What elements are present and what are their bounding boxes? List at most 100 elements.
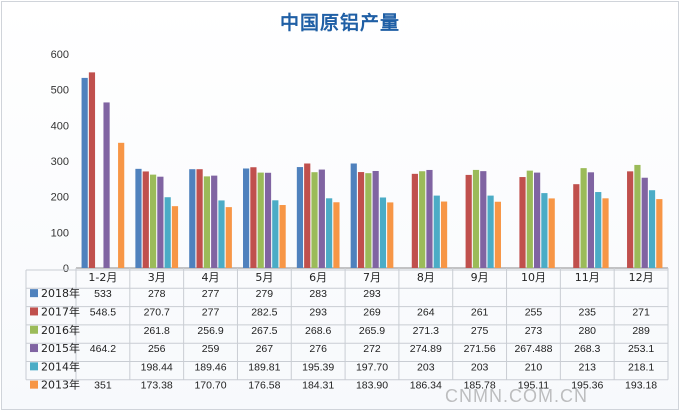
- legend-swatch: [30, 362, 38, 371]
- data-label: 265.9: [359, 325, 385, 337]
- bar: [357, 172, 365, 268]
- data-label: 189.46: [194, 361, 226, 373]
- data-label: 282.5: [251, 306, 277, 318]
- bar: [225, 207, 232, 268]
- bar: [587, 172, 595, 268]
- bar: [157, 176, 164, 268]
- data-label: 203: [471, 361, 489, 373]
- bar: [595, 192, 602, 268]
- bar: [519, 177, 526, 268]
- data-label: 198.44: [141, 361, 173, 373]
- bar: [149, 174, 157, 268]
- bar: [350, 163, 357, 268]
- bar: [648, 190, 656, 268]
- x-category-label: 11月: [575, 271, 600, 284]
- bar: [304, 163, 311, 268]
- data-label: 277: [202, 288, 220, 300]
- data-label: 280: [579, 325, 597, 337]
- bar: [135, 168, 142, 268]
- bar: [318, 169, 325, 268]
- bar: [326, 198, 333, 268]
- x-category-label: 5月: [255, 271, 273, 284]
- legend-entry: 2014年: [41, 359, 80, 373]
- bar: [333, 202, 340, 268]
- y-tick-label: 400: [51, 120, 69, 132]
- bar: [634, 164, 641, 268]
- data-label: 197.70: [356, 361, 388, 373]
- bar: [142, 171, 149, 268]
- data-label: 189.81: [248, 361, 280, 373]
- legend-swatch: [30, 380, 38, 389]
- bar: [103, 102, 110, 268]
- legend-entry: 2013年: [41, 378, 80, 392]
- bar: [433, 195, 440, 268]
- legend-swatch: [30, 344, 38, 353]
- data-label: 464.2: [90, 343, 116, 355]
- data-label: 264: [417, 306, 435, 318]
- data-label: 293: [309, 306, 327, 318]
- data-label: 283: [309, 288, 327, 300]
- data-label: 203: [417, 361, 435, 373]
- bar: [250, 167, 257, 268]
- bar: [118, 142, 125, 268]
- bar: [526, 170, 533, 268]
- data-label: 261.8: [144, 325, 170, 337]
- data-label: 195.39: [302, 361, 334, 373]
- x-category-label: 6月: [309, 271, 327, 284]
- bar: [257, 172, 264, 268]
- legend-entry: 2016年: [41, 323, 80, 337]
- bar: [656, 199, 663, 268]
- bar: [494, 201, 501, 268]
- bar: [480, 171, 487, 268]
- data-label: 268.3: [574, 343, 600, 355]
- data-label: 259: [202, 343, 220, 355]
- data-label: 176.58: [248, 380, 280, 392]
- data-label: 271.3: [413, 325, 439, 337]
- data-label: 210: [525, 361, 543, 373]
- legend-swatch: [30, 325, 38, 334]
- x-category-label: 12月: [629, 271, 654, 284]
- data-label: 273: [525, 325, 543, 337]
- data-label: 275: [471, 325, 489, 337]
- bar: [487, 195, 494, 268]
- data-label: 267.488: [514, 343, 552, 355]
- data-label: 271: [632, 306, 650, 318]
- bar: [272, 200, 279, 268]
- data-label: 548.5: [90, 306, 116, 318]
- watermark: CNMN.COM.CN: [445, 386, 588, 406]
- bar: [465, 174, 472, 268]
- bar: [171, 206, 179, 268]
- bar: [548, 198, 555, 268]
- data-label: 256: [148, 343, 166, 355]
- bar: [573, 184, 580, 268]
- bar: [189, 169, 196, 268]
- legend-entry: 2018年: [41, 286, 80, 300]
- data-label: 351: [94, 380, 112, 392]
- data-label: 272: [363, 343, 381, 355]
- bar: [88, 72, 96, 268]
- data-label: 274.89: [410, 343, 442, 355]
- bar: [419, 171, 426, 268]
- data-label: 267: [256, 343, 274, 355]
- bar: [387, 202, 394, 268]
- x-category-label: 7月: [363, 271, 381, 284]
- y-tick-label: 200: [51, 192, 69, 204]
- data-label: 235: [579, 306, 597, 318]
- bar: [541, 193, 548, 268]
- legend-swatch: [30, 307, 38, 316]
- data-label: 218.1: [628, 361, 654, 373]
- data-label: 195.11: [518, 380, 549, 392]
- data-label: 193.18: [625, 380, 657, 392]
- data-label: 185.78: [464, 380, 496, 392]
- x-category-label: 9月: [471, 271, 489, 284]
- data-label: 213: [579, 361, 597, 373]
- x-category-label: 10月: [521, 271, 546, 284]
- x-category-label: 1-2月: [88, 271, 117, 284]
- data-label: 293: [363, 288, 381, 300]
- data-label: 183.90: [356, 380, 388, 392]
- data-label: 173.38: [141, 380, 173, 392]
- data-label: 279: [256, 288, 274, 300]
- y-tick-label: 300: [51, 156, 69, 168]
- data-label: 533: [94, 288, 112, 300]
